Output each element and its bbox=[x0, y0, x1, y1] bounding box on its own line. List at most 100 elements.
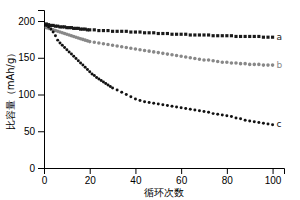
point bbox=[84, 66, 87, 69]
series bbox=[45, 24, 274, 126]
point bbox=[56, 39, 59, 42]
point bbox=[116, 89, 119, 92]
point bbox=[148, 101, 151, 104]
chart: 020406080100050100150200abc循环次数比容量（mAh/g… bbox=[0, 0, 300, 200]
y-tick: 150 bbox=[18, 52, 44, 63]
point bbox=[171, 105, 174, 108]
y-axis-line bbox=[38, 11, 45, 169]
series bbox=[45, 26, 275, 67]
point bbox=[225, 114, 228, 117]
point bbox=[93, 28, 96, 31]
point bbox=[97, 41, 101, 45]
point bbox=[125, 30, 128, 33]
point bbox=[143, 49, 147, 53]
point bbox=[125, 46, 129, 50]
y-tick: 200 bbox=[18, 16, 44, 27]
point bbox=[193, 57, 197, 61]
point bbox=[143, 100, 146, 103]
point bbox=[59, 42, 62, 45]
point bbox=[248, 63, 252, 67]
point bbox=[239, 117, 242, 120]
x-tick-label: 20 bbox=[85, 175, 97, 186]
x-tick-label: 40 bbox=[130, 175, 142, 186]
x-tick-mark bbox=[90, 168, 91, 174]
point bbox=[116, 30, 119, 33]
point bbox=[266, 63, 270, 67]
point bbox=[198, 57, 202, 61]
point bbox=[125, 93, 128, 96]
point bbox=[152, 31, 155, 34]
point bbox=[93, 41, 97, 45]
point bbox=[79, 61, 82, 64]
point bbox=[180, 33, 183, 36]
point bbox=[230, 115, 233, 118]
point bbox=[166, 104, 169, 107]
point bbox=[216, 113, 219, 116]
point bbox=[81, 64, 84, 67]
point bbox=[230, 61, 234, 65]
x-tick: 100 bbox=[265, 168, 282, 186]
point bbox=[120, 45, 124, 49]
point bbox=[75, 57, 78, 60]
point bbox=[184, 55, 188, 59]
point bbox=[248, 35, 251, 38]
x-axis-line bbox=[45, 169, 285, 175]
point bbox=[203, 110, 206, 113]
point bbox=[129, 30, 132, 33]
point bbox=[179, 55, 183, 59]
point bbox=[68, 50, 71, 53]
point bbox=[97, 29, 100, 32]
point bbox=[189, 56, 193, 60]
point bbox=[157, 32, 160, 35]
point bbox=[52, 31, 55, 34]
point bbox=[271, 123, 274, 126]
point bbox=[152, 102, 155, 105]
point bbox=[106, 29, 109, 32]
x-axis-title: 循环次数 bbox=[144, 187, 184, 198]
point bbox=[184, 33, 187, 36]
point bbox=[54, 34, 57, 37]
series-label: c bbox=[277, 119, 282, 129]
point bbox=[129, 95, 132, 98]
point bbox=[235, 117, 238, 120]
y-tick-mark bbox=[38, 168, 44, 169]
x-axis: 020406080100 bbox=[42, 168, 285, 186]
point bbox=[253, 63, 257, 67]
x-tick-label: 80 bbox=[222, 175, 234, 186]
point bbox=[271, 36, 274, 39]
point bbox=[207, 111, 210, 114]
point bbox=[216, 60, 220, 64]
point bbox=[244, 35, 247, 38]
point bbox=[106, 43, 110, 47]
x-tick-mark bbox=[227, 168, 228, 174]
point bbox=[138, 48, 142, 52]
point bbox=[225, 60, 229, 64]
y-tick-label: 50 bbox=[24, 126, 36, 137]
point bbox=[61, 44, 64, 47]
point bbox=[262, 122, 265, 125]
y-tick: 0 bbox=[29, 163, 44, 174]
point bbox=[175, 33, 178, 36]
point bbox=[257, 121, 260, 124]
point bbox=[166, 52, 170, 56]
y-tick: 50 bbox=[24, 126, 44, 137]
point bbox=[257, 63, 261, 67]
point bbox=[211, 59, 215, 63]
point bbox=[239, 35, 242, 38]
x-tick: 40 bbox=[130, 168, 142, 186]
point bbox=[198, 109, 201, 112]
point bbox=[147, 49, 151, 53]
point bbox=[88, 28, 91, 31]
point bbox=[216, 34, 219, 37]
y-tick-label: 100 bbox=[18, 89, 35, 100]
y-axis-title: 比容量（mAh/g） bbox=[5, 48, 16, 131]
series-label: b bbox=[277, 60, 283, 70]
point bbox=[120, 91, 123, 94]
point bbox=[161, 52, 165, 56]
point bbox=[111, 43, 115, 47]
point bbox=[253, 35, 256, 38]
point bbox=[189, 33, 192, 36]
point bbox=[253, 120, 256, 123]
point bbox=[262, 63, 266, 67]
point bbox=[221, 114, 224, 117]
